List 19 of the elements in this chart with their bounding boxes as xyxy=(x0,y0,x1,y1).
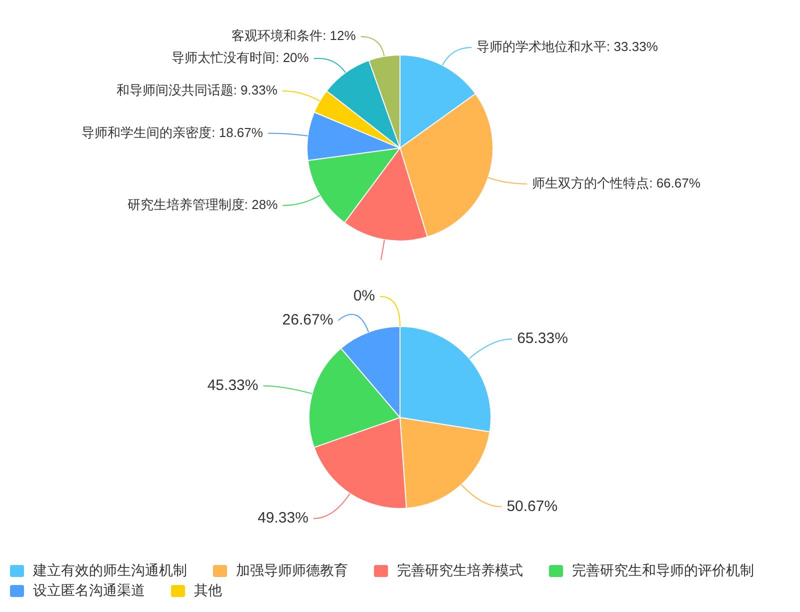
slice-label: 客观环境和条件: 12% xyxy=(232,28,356,44)
data-label: 26.67% xyxy=(282,312,334,329)
slice-label: 导师的学术地位和水平: 33.33% xyxy=(476,39,658,54)
data-label: 45.33% xyxy=(207,376,258,394)
legend-label: 完善研究生培养模式 xyxy=(397,562,523,580)
legend-label: 加强导师师德教育 xyxy=(236,562,348,580)
text: 0% xyxy=(353,288,375,305)
slice-label: 导师太忙没有时间: 20% xyxy=(172,50,310,66)
slice-label: 研究生培养管理制度: 28% xyxy=(127,197,278,212)
legend-label: 设立匿名沟通渠道 xyxy=(33,582,145,600)
slice-label: 导师和学生间的亲密度: 18.67% xyxy=(82,124,264,140)
data-label: 65.33% xyxy=(517,330,568,348)
slice-label: 和导师间没共同话题: 9.33% xyxy=(116,82,278,98)
legend-label: 完善研究生和导师的评价机制 xyxy=(572,562,754,580)
data-label: 49.33% xyxy=(258,510,308,527)
data-label: 50.67% xyxy=(506,498,558,515)
slice-label: 师生双方的个性特点: 66.67% xyxy=(532,176,701,191)
legend-label: 建立有效的师生沟通机制 xyxy=(33,562,187,580)
legend-label: 其他 xyxy=(194,582,222,600)
